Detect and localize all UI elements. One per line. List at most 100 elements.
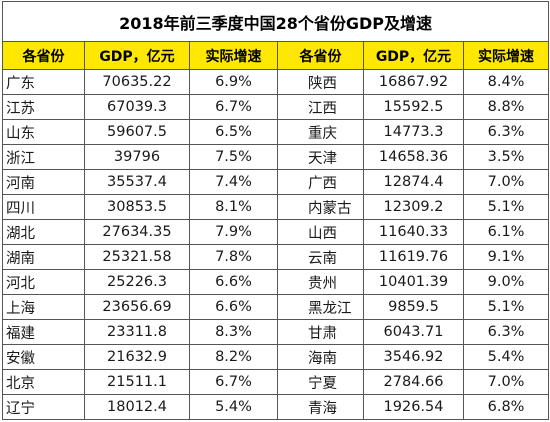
cell-gdp-right: 12874.4: [363, 169, 464, 195]
cell-growth-right: 8.8%: [462, 94, 550, 120]
cell-gdp-right: 15592.5: [363, 94, 464, 120]
cell-gdp-right: 6043.71: [363, 319, 464, 345]
cell-province-right: 重庆: [277, 119, 364, 145]
cell-province-right: 云南: [277, 244, 364, 270]
cell-gdp-right: 2784.66: [363, 369, 464, 395]
cell-province-right: 甘肃: [277, 319, 364, 345]
cell-growth-right: 9.0%: [462, 269, 550, 295]
cell-growth-right: 8.4%: [462, 69, 550, 95]
cell-gdp-right: 1926.54: [363, 394, 464, 420]
cell-growth-left: 7.5%: [189, 144, 278, 170]
cell-growth-left: 7.8%: [189, 244, 278, 270]
cell-province-left: 浙江: [2, 144, 85, 170]
header-gdp-left: GDP，亿元: [84, 41, 190, 70]
cell-province-left: 福建: [2, 319, 85, 345]
table-row: 广东 70635.22 6.9% 陕西 16867.92 8.4%: [2, 69, 550, 95]
cell-growth-right: 6.3%: [462, 119, 550, 145]
cell-growth-right: 3.5%: [462, 144, 550, 170]
cell-province-left: 辽宁: [2, 394, 85, 420]
cell-gdp-left: 59607.5: [84, 119, 190, 145]
cell-gdp-left: 70635.22: [84, 69, 190, 95]
cell-growth-right: 6.8%: [462, 394, 550, 420]
cell-gdp-right: 3546.92: [363, 344, 464, 370]
cell-gdp-right: 9859.5: [363, 294, 464, 320]
cell-gdp-left: 39796: [84, 144, 190, 170]
cell-gdp-left: 23311.8: [84, 319, 190, 345]
cell-province-left: 安徽: [2, 344, 85, 370]
cell-province-left: 湖北: [2, 219, 85, 245]
header-province-left: 各省份: [2, 41, 85, 70]
cell-province-left: 湖南: [2, 244, 85, 270]
cell-gdp-right: 14773.3: [363, 119, 464, 145]
table-row: 湖北 27634.35 7.9% 山西 11640.33 6.1%: [2, 219, 550, 245]
cell-growth-left: 6.6%: [189, 294, 278, 320]
cell-province-right: 黑龙江: [277, 294, 364, 320]
cell-growth-left: 8.1%: [189, 194, 278, 220]
header-province-right: 各省份: [277, 41, 364, 70]
cell-growth-left: 6.9%: [189, 69, 278, 95]
table-row: 福建 23311.8 8.3% 甘肃 6043.71 6.3%: [2, 319, 550, 345]
cell-province-left: 广东: [2, 69, 85, 95]
cell-province-right: 广西: [277, 169, 364, 195]
cell-growth-left: 8.2%: [189, 344, 278, 370]
header-gdp-right: GDP，亿元: [363, 41, 464, 70]
cell-province-left: 河北: [2, 269, 85, 295]
cell-growth-right: 6.1%: [462, 219, 550, 245]
cell-province-right: 内蒙古: [277, 194, 364, 220]
cell-province-right: 天津: [277, 144, 364, 170]
cell-growth-left: 7.4%: [189, 169, 278, 195]
cell-province-right: 陕西: [277, 69, 364, 95]
cell-gdp-right: 14658.36: [363, 144, 464, 170]
cell-gdp-right: 11640.33: [363, 219, 464, 245]
cell-province-right: 山西: [277, 219, 364, 245]
cell-province-left: 山东: [2, 119, 85, 145]
table-row: 山东 59607.5 6.5% 重庆 14773.3 6.3%: [2, 119, 550, 145]
cell-growth-left: 6.6%: [189, 269, 278, 295]
cell-province-left: 北京: [2, 369, 85, 395]
table-row: 四川 30853.5 8.1% 内蒙古 12309.2 5.1%: [2, 194, 550, 220]
cell-province-left: 上海: [2, 294, 85, 320]
table-row: 江苏 67039.3 6.7% 江西 15592.5 8.8%: [2, 94, 550, 120]
cell-gdp-right: 11619.76: [363, 244, 464, 270]
header-growth-left: 实际增速: [189, 41, 278, 70]
header-growth-right: 实际增速: [462, 41, 550, 70]
table-row: 安徽 21632.9 8.2% 海南 3546.92 5.4%: [2, 344, 550, 370]
table-row: 河南 35537.4 7.4% 广西 12874.4 7.0%: [2, 169, 550, 195]
cell-growth-left: 7.9%: [189, 219, 278, 245]
cell-growth-left: 8.3%: [189, 319, 278, 345]
cell-growth-left: 5.4%: [189, 394, 278, 420]
cell-growth-right: 5.1%: [462, 194, 550, 220]
cell-province-left: 江苏: [2, 94, 85, 120]
cell-province-left: 四川: [2, 194, 85, 220]
cell-province-right: 宁夏: [277, 369, 364, 395]
cell-province-left: 河南: [2, 169, 85, 195]
cell-province-right: 贵州: [277, 269, 364, 295]
cell-gdp-left: 21511.1: [84, 369, 190, 395]
cell-gdp-left: 25226.3: [84, 269, 190, 295]
cell-growth-right: 5.4%: [462, 344, 550, 370]
cell-gdp-left: 67039.3: [84, 94, 190, 120]
cell-gdp-left: 30853.5: [84, 194, 190, 220]
cell-growth-right: 9.1%: [462, 244, 550, 270]
header-row: 各省份 GDP，亿元 实际增速 各省份 GDP，亿元 实际增速: [2, 41, 550, 70]
cell-growth-right: 5.1%: [462, 294, 550, 320]
cell-gdp-left: 25321.58: [84, 244, 190, 270]
title-row: 2018年前三季度中国28个省份GDP及增速: [1, 1, 550, 42]
cell-province-right: 青海: [277, 394, 364, 420]
cell-gdp-right: 12309.2: [363, 194, 464, 220]
cell-growth-right: 7.0%: [462, 169, 550, 195]
cell-gdp-right: 10401.39: [363, 269, 464, 295]
cell-growth-right: 6.3%: [462, 319, 550, 345]
cell-gdp-left: 27634.35: [84, 219, 190, 245]
cell-gdp-left: 18012.4: [84, 394, 190, 420]
table-row: 河北 25226.3 6.6% 贵州 10401.39 9.0%: [2, 269, 550, 295]
table-row: 辽宁 18012.4 5.4% 青海 1926.54 6.8%: [2, 394, 550, 420]
cell-gdp-left: 23656.69: [84, 294, 190, 320]
cell-gdp-left: 35537.4: [84, 169, 190, 195]
cell-gdp-right: 16867.92: [363, 69, 464, 95]
cell-province-right: 江西: [277, 94, 364, 120]
table-row: 湖南 25321.58 7.8% 云南 11619.76 9.1%: [2, 244, 550, 270]
table-row: 浙江 39796 7.5% 天津 14658.36 3.5%: [2, 144, 550, 170]
